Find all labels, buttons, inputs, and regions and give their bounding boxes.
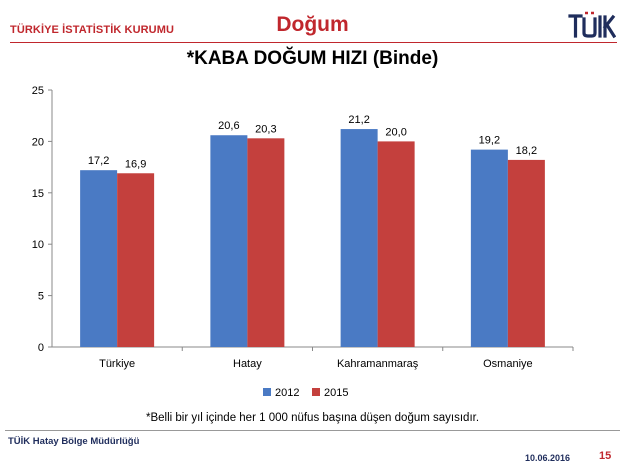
chart-title: *KABA DOĞUM HIZI (Binde) [186, 48, 439, 69]
section-title: Doğum [276, 13, 349, 36]
x-tick-label: Türkiye [99, 358, 135, 370]
bar-2015-4 [507, 159, 545, 347]
bar-2012-4 [470, 149, 508, 347]
data-label: 21,2 [348, 114, 369, 126]
y-tick-label: 10 [32, 239, 44, 251]
org-name: TÜRKİYE İSTATİSTİK KURUMU [10, 24, 175, 36]
legend-swatch-2015 [312, 388, 320, 396]
legend-swatch-2012 [263, 388, 271, 396]
x-tick-label: Hatay [233, 358, 262, 370]
data-label: 18,2 [516, 145, 537, 157]
data-label: 20,3 [255, 123, 276, 135]
tuik-logo-icon [568, 11, 617, 39]
footer-rule [5, 430, 620, 431]
page-number: 15 [599, 450, 612, 462]
bar-2015-1 [117, 173, 155, 347]
data-label: 19,2 [479, 135, 500, 147]
bar-2012-3 [340, 129, 378, 347]
header-rule [10, 42, 617, 43]
data-label: 20,0 [385, 126, 406, 138]
bar-2012-1 [80, 170, 118, 347]
legend-label: 2012 [275, 387, 299, 399]
legend-label: 2015 [324, 387, 348, 399]
bar-2015-3 [377, 141, 415, 347]
data-label: 20,6 [218, 120, 239, 132]
footer-office: TÜİK Hatay Bölge Müdürlüğü [8, 436, 140, 447]
x-tick-label: Kahramanmaraş [337, 358, 419, 370]
x-tick-label: Osmaniye [483, 358, 533, 370]
data-label: 17,2 [88, 155, 109, 167]
y-tick-label: 25 [32, 85, 44, 97]
bar-2012-2 [210, 135, 248, 347]
y-tick-label: 5 [38, 291, 44, 303]
chart-footnote: *Belli bir yıl içinde her 1 000 nüfus ba… [145, 412, 480, 424]
y-tick-label: 20 [32, 136, 44, 148]
y-tick-label: 15 [32, 188, 44, 200]
tuik-logo [568, 10, 617, 40]
data-label: 16,9 [125, 158, 146, 170]
footer-date: 10.06.2016 [525, 453, 571, 463]
y-tick-label: 0 [38, 342, 44, 354]
bar-2015-2 [247, 138, 285, 347]
